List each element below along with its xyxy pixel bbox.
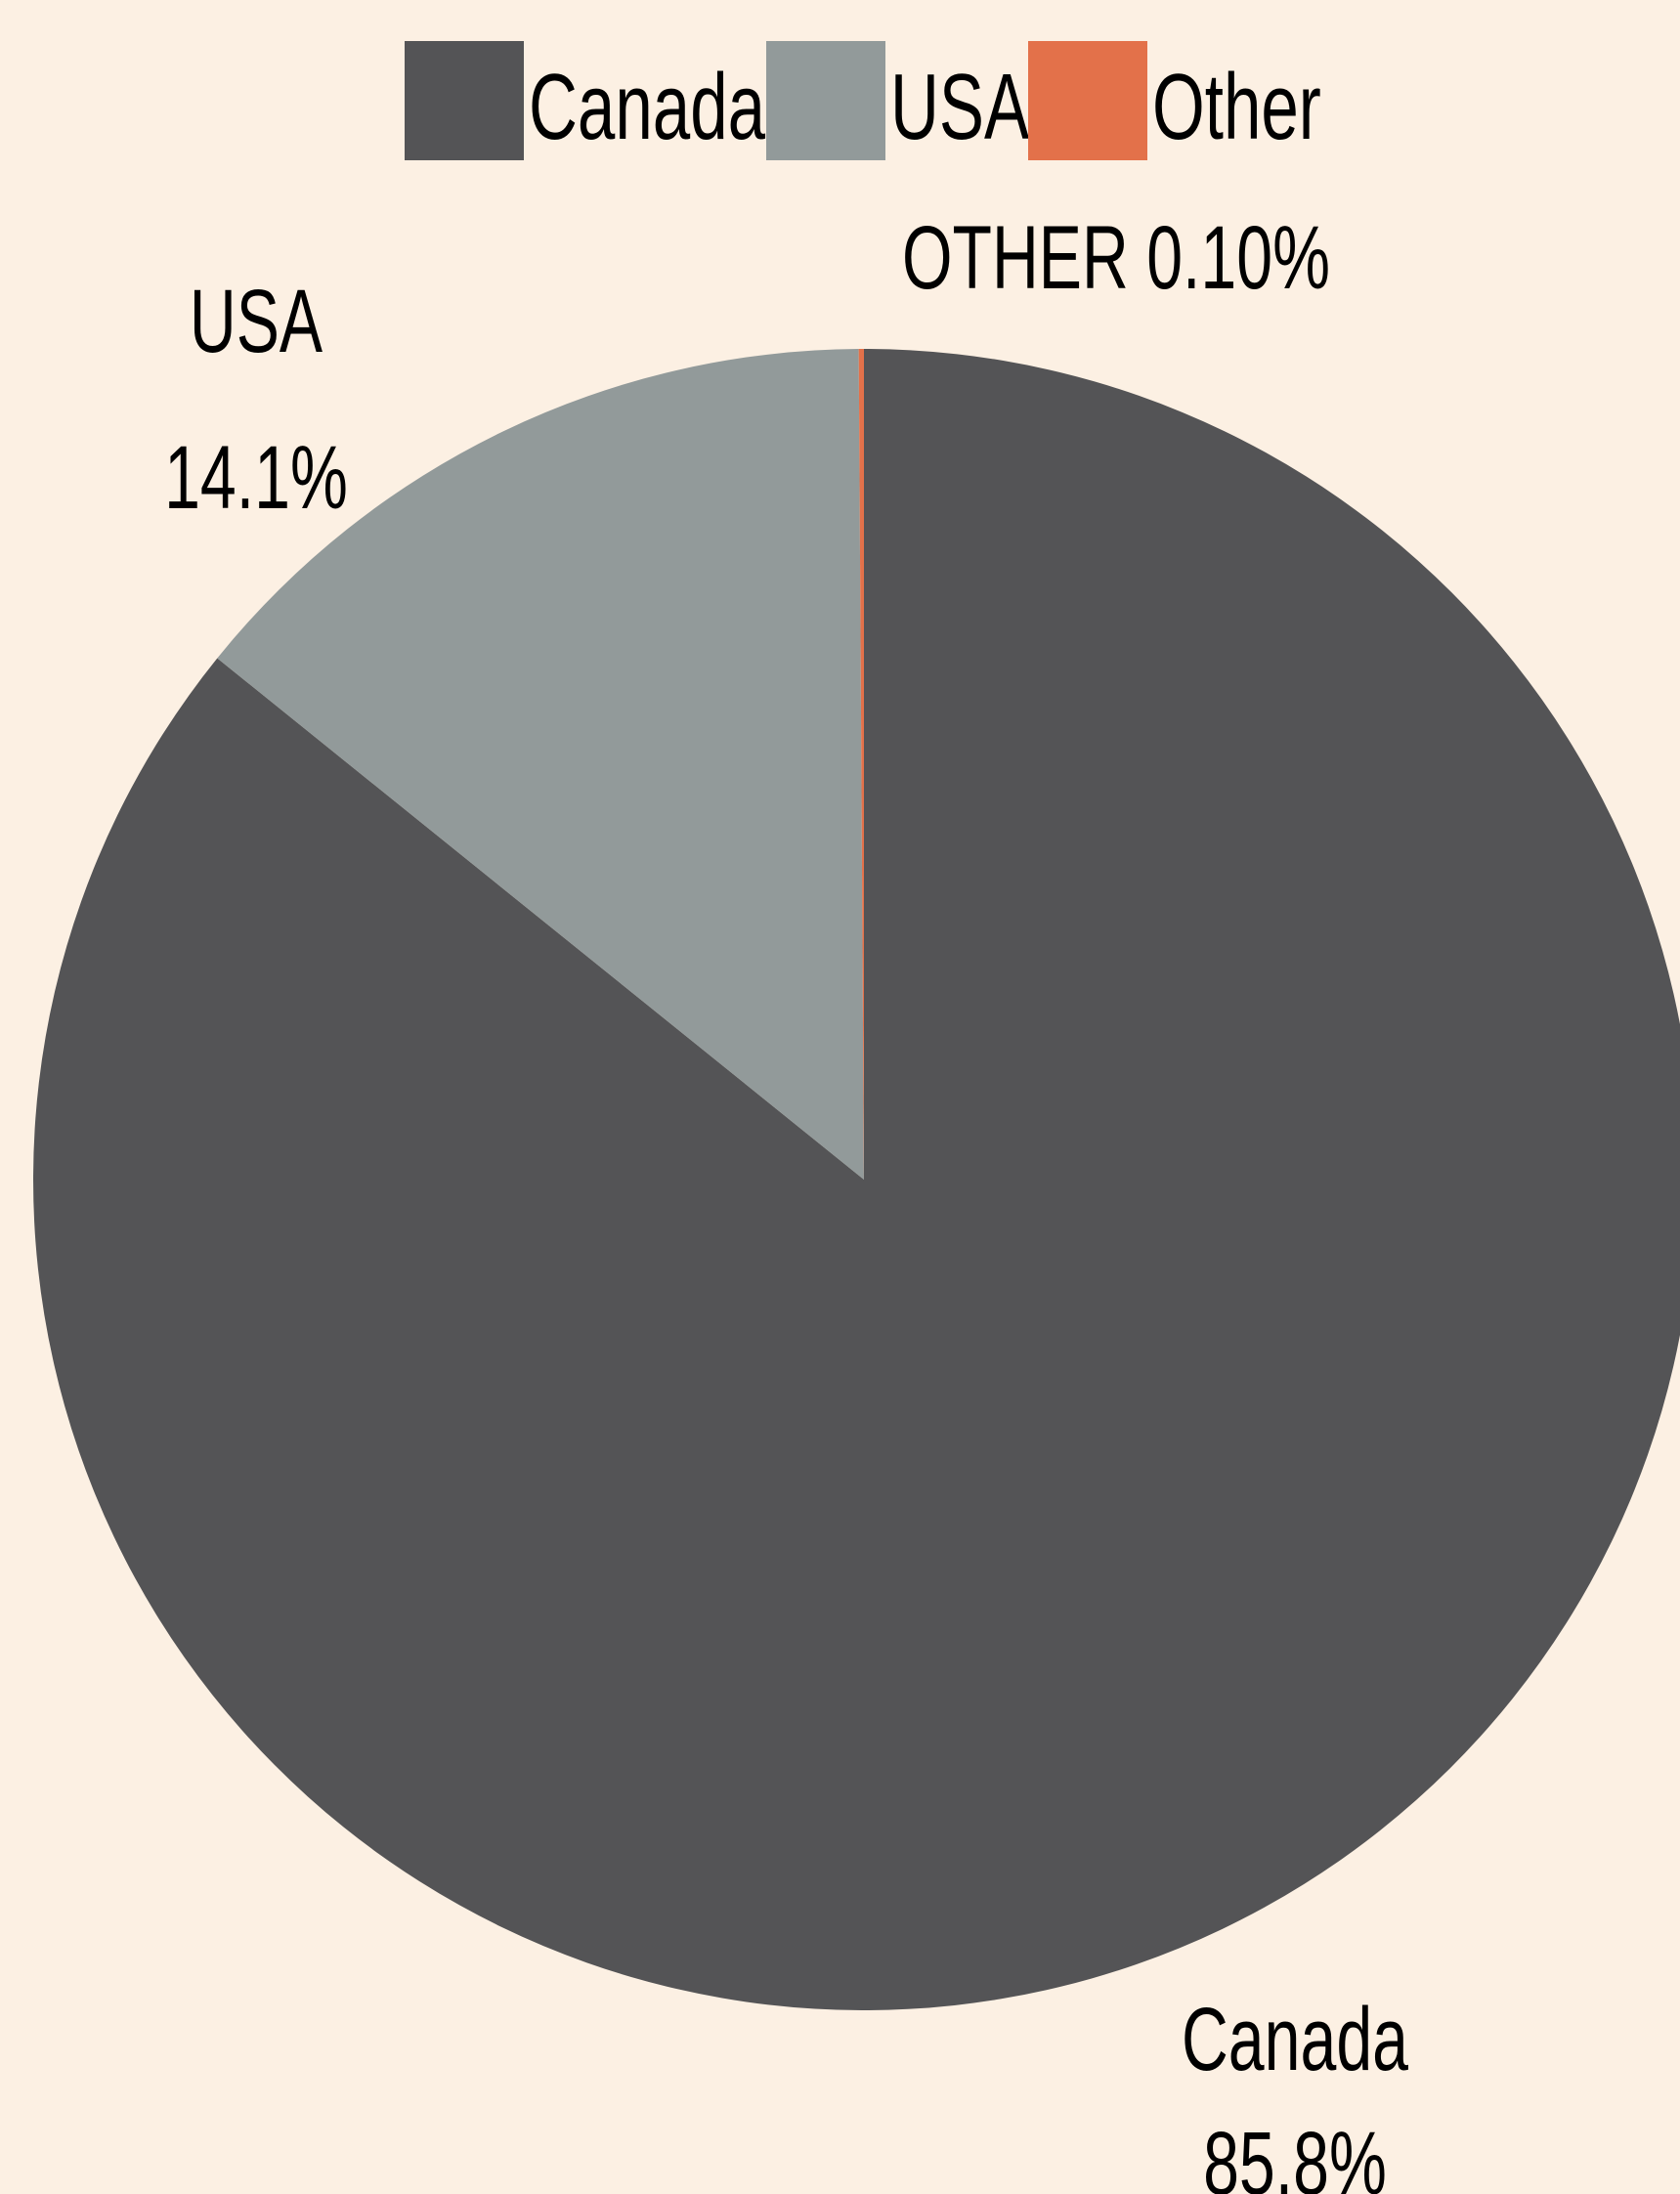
pie-slice-canada — [33, 349, 1680, 2010]
legend-label-other: Other — [1152, 54, 1321, 159]
data-label-canada-name: Canada — [1182, 1988, 1408, 2088]
data-label-usa-value: 14.1% — [164, 426, 348, 527]
pie-slice-other — [858, 349, 864, 1180]
legend-label-canada: Canada — [529, 54, 765, 159]
data-label-other-name: OTHER 0.10% — [902, 206, 1330, 307]
legend-label-usa: USA — [890, 54, 1029, 159]
legend-swatch-canada — [405, 41, 524, 160]
legend: Canada USA Other — [405, 41, 1321, 160]
pie-slice-usa — [217, 349, 865, 1180]
data-label-canada-value: 85.8% — [1203, 2112, 1387, 2194]
pie-slices — [33, 349, 1680, 2010]
data-label-usa-name: USA — [190, 270, 323, 370]
legend-swatch-other — [1028, 41, 1147, 160]
data-labels: Canada 85.8% USA 14.1% OTHER 0.10% — [164, 206, 1408, 2194]
legend-swatch-usa — [766, 41, 885, 160]
